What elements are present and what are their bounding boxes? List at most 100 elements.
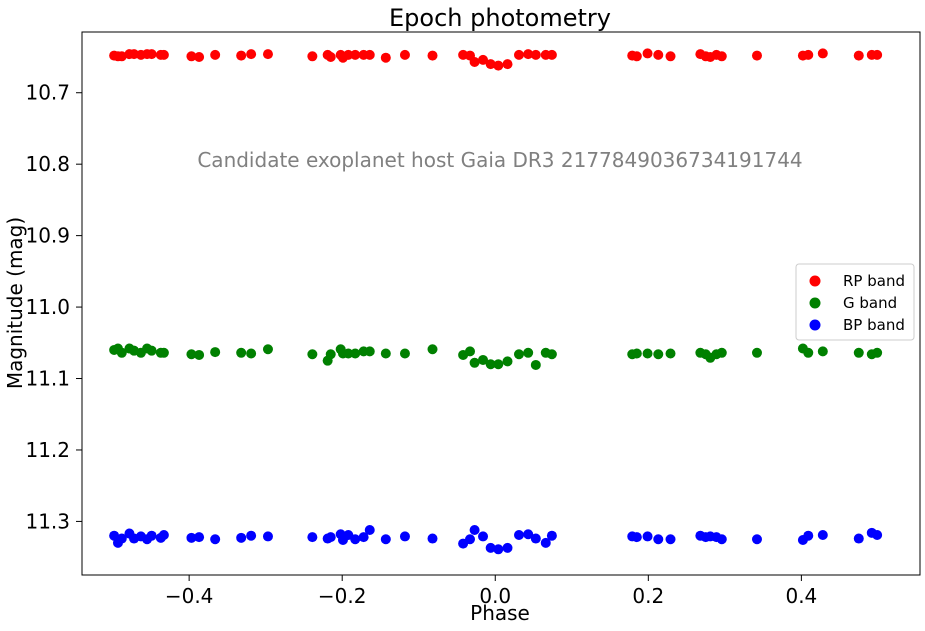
g-point	[817, 346, 828, 357]
g-point	[158, 347, 169, 358]
g-point	[116, 347, 127, 358]
bp-point	[642, 531, 653, 542]
bp-point	[485, 542, 496, 553]
bp-point	[530, 533, 541, 544]
rp-point	[665, 51, 676, 62]
g-point	[485, 359, 496, 370]
g-point	[546, 349, 557, 360]
rp-point	[493, 60, 504, 71]
y-axis-label: Magnitude (mag)	[3, 217, 27, 389]
bp-point	[194, 532, 205, 543]
rp-point	[427, 50, 438, 61]
rp-point	[502, 59, 513, 70]
g-point	[427, 344, 438, 355]
x-tick-label: 0.4	[785, 584, 817, 608]
bp-legend-marker	[809, 319, 821, 331]
rp-point	[194, 52, 205, 63]
rp-point	[380, 52, 391, 63]
legend: RP band G band BP band	[795, 263, 915, 341]
x-tick-label: −0.4	[165, 584, 214, 608]
bp-point	[493, 544, 504, 555]
g-point	[853, 347, 864, 358]
bp-point	[358, 532, 369, 543]
bp-point	[546, 530, 557, 541]
rp-point	[653, 49, 664, 60]
rp-point	[716, 51, 727, 62]
bp-point	[427, 533, 438, 544]
bp-point	[186, 532, 197, 543]
rp-point	[399, 49, 410, 60]
g-point	[513, 349, 524, 360]
bp-point	[307, 532, 318, 543]
bp-point	[665, 534, 676, 545]
rp-point	[751, 50, 762, 61]
g-point	[631, 348, 642, 359]
y-tick-label: 11.0	[25, 295, 70, 319]
bp-point	[399, 531, 410, 542]
plot-area-frame	[81, 31, 921, 576]
bp-point	[523, 529, 534, 540]
rp-point	[631, 51, 642, 62]
bp-point	[380, 534, 391, 545]
y-tick-label: 11.3	[25, 509, 70, 533]
y-tick-label: 11.2	[25, 438, 70, 462]
g-point	[523, 347, 534, 358]
bp-point	[469, 524, 480, 535]
rp-legend-label: RP band	[843, 272, 905, 290]
g-point	[307, 349, 318, 360]
rp-point	[642, 48, 653, 59]
bp-point	[246, 530, 257, 541]
data-points	[109, 48, 883, 555]
rp-point	[307, 51, 318, 62]
bp-point	[803, 530, 814, 541]
x-tick-label: 0.2	[632, 584, 664, 608]
bp-point	[236, 532, 247, 543]
g-point	[343, 348, 354, 359]
g-point	[716, 347, 727, 358]
bp-point	[817, 529, 828, 540]
bp-point	[116, 533, 127, 544]
bp-point	[364, 524, 375, 535]
rp-point	[116, 51, 127, 62]
g-point	[350, 348, 361, 359]
x-axis-ticks: −0.4 −0.2 0.0 0.2 0.4	[165, 575, 817, 608]
bp-point	[465, 534, 476, 545]
bp-point	[158, 529, 169, 540]
g-point	[262, 344, 273, 355]
g-legend-label: G band	[843, 294, 897, 312]
chart-annotation: Candidate exoplanet host Gaia DR3 217784…	[197, 148, 802, 172]
bp-point	[146, 530, 157, 541]
bp-point	[262, 531, 273, 542]
g-point	[872, 347, 883, 358]
x-tick-label: 0.0	[479, 584, 511, 608]
rp-point	[546, 49, 557, 60]
bp-point	[210, 534, 221, 545]
rp-point	[325, 52, 336, 63]
g-point	[210, 347, 221, 358]
rp-point	[262, 49, 273, 60]
g-point	[399, 348, 410, 359]
bp-legend-label: BP band	[843, 316, 905, 334]
g-point	[364, 346, 375, 357]
bp-point	[502, 542, 513, 553]
g-point	[325, 349, 336, 360]
g-point	[642, 348, 653, 359]
g-point	[246, 348, 257, 359]
legend-box	[795, 263, 915, 341]
bp-point	[716, 534, 727, 545]
rp-point	[872, 49, 883, 60]
rp-point	[343, 49, 354, 60]
y-tick-label: 11.1	[25, 367, 70, 391]
y-tick-label: 10.9	[25, 224, 70, 248]
rp-point	[246, 49, 257, 60]
rp-point	[364, 49, 375, 60]
rp-point	[469, 57, 480, 68]
g-point	[502, 356, 513, 367]
bp-point	[540, 537, 551, 548]
bp-point	[853, 533, 864, 544]
rp-point	[817, 48, 828, 59]
g-point	[380, 348, 391, 359]
g-legend-marker	[809, 297, 821, 309]
rp-point	[478, 54, 489, 65]
g-point	[186, 349, 197, 360]
